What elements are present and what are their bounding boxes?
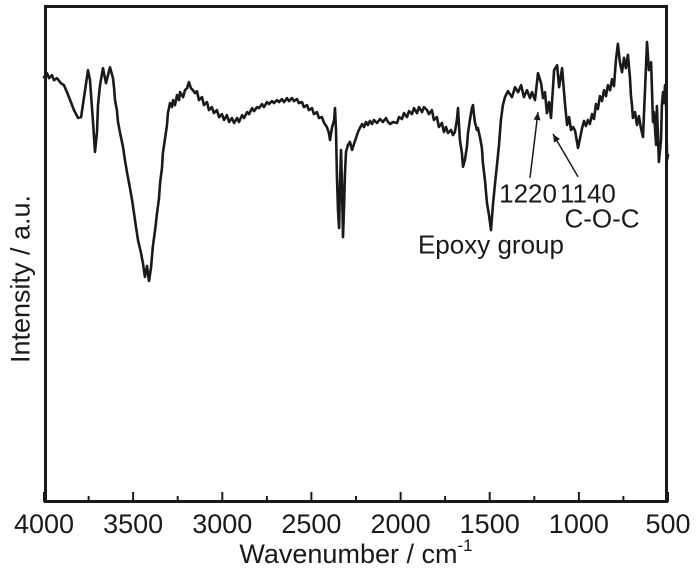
x-axis-label-text: Wavenumber / cm: [239, 539, 458, 569]
x-tick-label-1000: 1000: [548, 509, 609, 539]
annotation-epoxy-group: Epoxy group: [417, 229, 564, 260]
annotation-arrow-peak-1220: [529, 112, 541, 178]
x-tick-label-500: 500: [645, 509, 691, 539]
x-tick-label-3500: 3500: [103, 509, 164, 539]
annotation-c-o-c: C-O-C: [564, 203, 640, 234]
x-axis-label-exponent: -1: [457, 536, 473, 555]
annotation-arrow-peak-1140: [552, 133, 579, 178]
x-tick-label-1500: 1500: [459, 509, 520, 539]
x-axis-label: Wavenumber / cm-1: [239, 536, 473, 570]
x-tick-label-2000: 2000: [370, 509, 431, 539]
x-tick-label-2500: 2500: [281, 509, 342, 539]
spectrum-plot-svg: [42, 40, 670, 502]
x-tick-label-4000: 4000: [13, 509, 75, 539]
spectrum-curve: [42, 40, 670, 283]
y-axis-label: Intensity / a.u.: [5, 194, 36, 364]
annotation-peak-1220: 1220: [499, 178, 557, 209]
annotation-peak-1140: 1140: [559, 178, 616, 209]
x-tick-label-3000: 3000: [192, 509, 253, 539]
